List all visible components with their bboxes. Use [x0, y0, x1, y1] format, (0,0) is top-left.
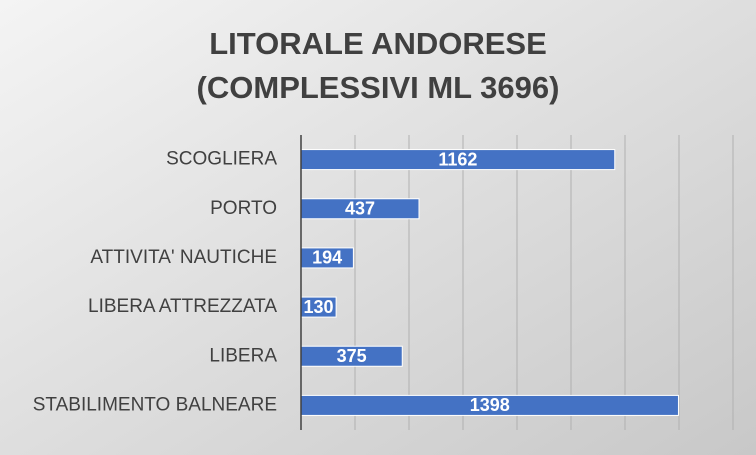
- data-label: 1398: [470, 395, 510, 415]
- y-tick-label: STABILIMENTO BALNEARE: [33, 394, 277, 415]
- data-label: 130: [304, 297, 334, 317]
- y-tick-label: ATTIVITA' NAUTICHE: [90, 247, 277, 268]
- y-tick-label: LIBERA ATTREZZATA: [88, 296, 277, 317]
- y-tick-label: PORTO: [210, 198, 277, 219]
- data-label: 375: [337, 346, 367, 366]
- chart-title: LITORALE ANDORESE: [209, 26, 547, 61]
- data-label: 1162: [438, 149, 477, 169]
- chart-title: (COMPLESSIVI ML 3696): [197, 70, 560, 105]
- data-label: 194: [312, 248, 342, 268]
- y-tick-label: LIBERA: [209, 345, 277, 366]
- y-tick-label: SCOGLIERA: [166, 149, 277, 170]
- data-label: 437: [345, 199, 375, 219]
